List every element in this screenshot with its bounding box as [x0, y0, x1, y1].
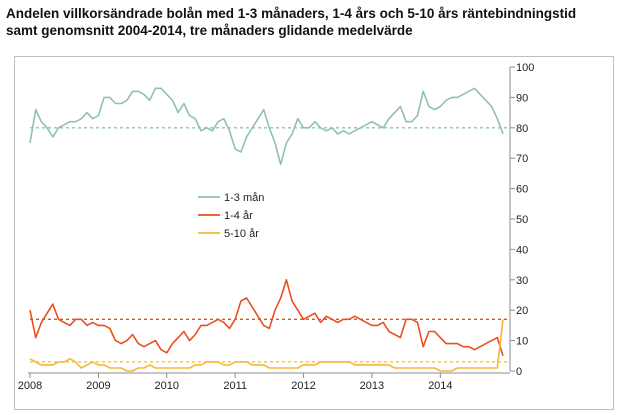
chart-title: Andelen villkorsändrade bolån med 1-3 må…	[6, 5, 606, 39]
x-tick-label: 2013	[360, 380, 384, 392]
legend-label-0: 1-3 mån	[224, 192, 264, 204]
y-tick-label: 20	[516, 305, 528, 317]
y-tick-label: 70	[516, 153, 528, 165]
legend-label-1: 1-4 år	[224, 210, 253, 222]
legend-label-2: 5-10 år	[224, 228, 259, 240]
x-tick-label: 2009	[86, 380, 110, 392]
y-tick-label: 30	[516, 275, 528, 287]
x-tick-label: 2011	[223, 380, 247, 392]
x-tick-label: 2008	[18, 380, 42, 392]
y-tick-label: 40	[516, 244, 528, 256]
y-tick-label: 60	[516, 184, 528, 196]
chart-frame	[14, 56, 614, 410]
x-tick-label: 2010	[155, 380, 179, 392]
series-line-2	[29, 319, 504, 372]
x-tick-label: 2014	[428, 380, 452, 392]
series-line-0	[29, 87, 504, 166]
y-tick-label: 100	[516, 62, 534, 74]
chart-title-line-1: Andelen villkorsändrade bolån med 1-3 må…	[6, 6, 577, 21]
y-tick-label: 10	[516, 336, 528, 348]
y-tick-label: 90	[516, 92, 528, 104]
chart-title-line-2: samt genomsnitt 2004-2014, tre månaders …	[6, 23, 413, 38]
series-line-1	[29, 278, 504, 357]
x-tick-label: 2012	[291, 380, 315, 392]
y-tick-label: 50	[516, 214, 528, 226]
y-tick-label: 80	[516, 123, 528, 135]
y-tick-label: 0	[516, 366, 522, 378]
